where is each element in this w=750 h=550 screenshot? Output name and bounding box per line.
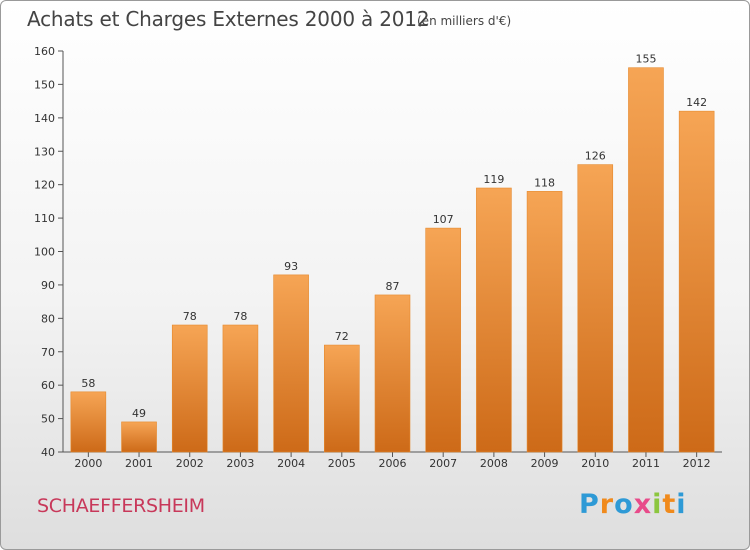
x-tick-label: 2010 [581, 457, 609, 470]
bar-value-label: 142 [686, 96, 707, 109]
chart-subtitle: (en milliers d'€) [417, 14, 512, 28]
bar-value-label: 107 [433, 213, 454, 226]
data-labels-group: 58 49 78 78 93 72 87 107 119 118 126 155 142 [81, 53, 707, 420]
x-tick-label: 2005 [328, 457, 356, 470]
bar [526, 191, 563, 453]
commune-name: SCHAEFFERSHEIM [37, 495, 205, 517]
logo-letter: r [599, 489, 615, 520]
y-tick-label: 130 [34, 145, 55, 158]
y-tick-label: 100 [34, 246, 55, 259]
bar [273, 274, 309, 453]
y-tick-label: 110 [34, 212, 55, 225]
bar-value-label: 87 [386, 280, 400, 293]
logo-letter: i [652, 489, 663, 520]
bar [171, 324, 208, 453]
y-tick-label: 70 [41, 346, 55, 359]
bars-group [70, 67, 715, 453]
bar-value-label: 72 [335, 330, 349, 343]
x-tick-label: 2006 [379, 457, 407, 470]
x-tick-label: 2003 [226, 457, 254, 470]
x-tick-label: 2007 [429, 457, 457, 470]
bar-value-label: 119 [483, 173, 504, 186]
bar [628, 67, 664, 453]
x-tick-label: 2011 [632, 457, 660, 470]
y-tick-label: 120 [34, 179, 55, 192]
bar-value-label: 155 [635, 53, 656, 66]
bar [121, 421, 157, 453]
y-tick-label: 80 [41, 312, 55, 325]
bar-value-label: 58 [81, 377, 95, 390]
bar-value-label: 78 [233, 310, 247, 323]
chart-title: Achats et Charges Externes 2000 à 2012 [27, 7, 430, 31]
y-tick-label: 140 [34, 112, 55, 125]
y-tick-label: 160 [34, 45, 55, 58]
logo-letter: x [633, 489, 653, 520]
y-tick-label: 90 [41, 279, 55, 292]
x-tick-label: 2012 [683, 457, 711, 470]
bar-value-label: 126 [585, 150, 606, 163]
y-tick-label: 60 [41, 379, 55, 392]
x-tick-label: 2002 [176, 457, 204, 470]
x-tick-label: 2009 [531, 457, 559, 470]
x-tick-label: 2001 [125, 457, 153, 470]
bar [425, 227, 461, 453]
bar-value-label: 118 [534, 176, 555, 189]
x-axis: 2000 2001 2002 2003 2004 2005 2006 2007 2008 2009… [63, 451, 722, 470]
x-tick-label: 2008 [480, 457, 508, 470]
bar [222, 324, 259, 453]
x-tick-label: 2000 [74, 457, 102, 470]
bar [577, 164, 614, 453]
proxiti-logo: Proxiti [579, 489, 687, 520]
y-axis: 40 50 60 70 80 90 100 110 120 130 140 150 160 [34, 45, 64, 459]
bar-value-label: 78 [183, 310, 197, 323]
logo-letter: P [579, 489, 600, 520]
x-tick-label: 2004 [277, 457, 305, 470]
bar [476, 187, 512, 453]
y-tick-label: 40 [41, 446, 55, 459]
bar-value-label: 93 [284, 260, 298, 273]
y-tick-label: 50 [41, 413, 55, 426]
y-tick-label: 150 [34, 78, 55, 91]
bar [324, 344, 360, 453]
logo-letter: o [614, 489, 634, 520]
logo-letter: t [662, 489, 677, 520]
bar-value-label: 49 [132, 407, 146, 420]
bar [374, 294, 411, 453]
bar [70, 391, 107, 453]
logo-letter: i [676, 489, 687, 520]
bar [678, 110, 715, 453]
